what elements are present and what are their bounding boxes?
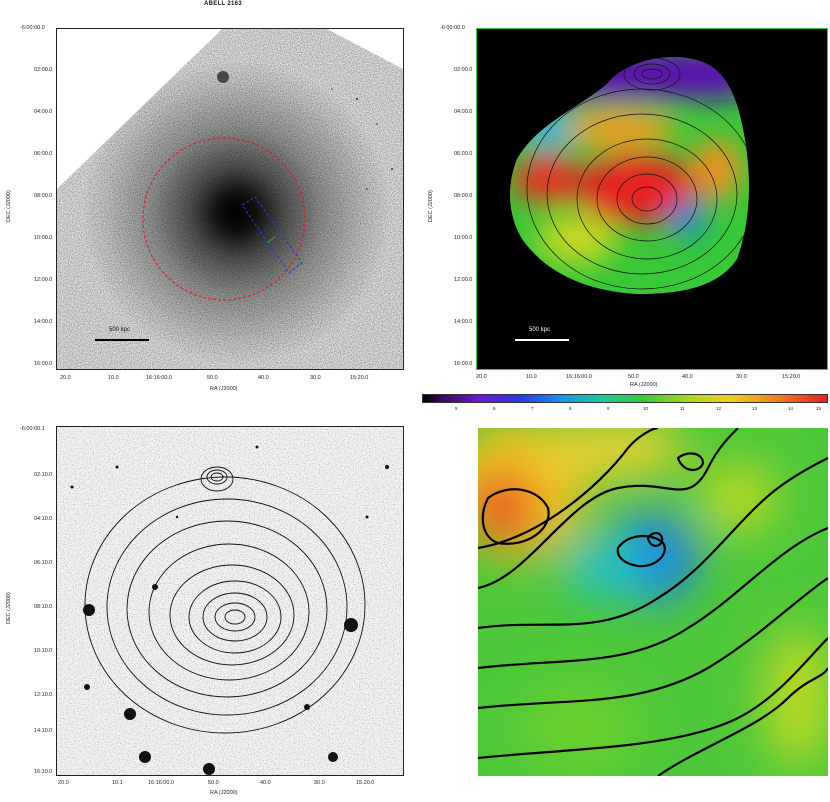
zoomed-temperature-panel [478,428,828,776]
y-tick: 04:00.0 [454,109,473,115]
y-tick: 14:00.0 [34,319,53,325]
y-tick: -6:00:00.0 [20,25,45,31]
x-tick: 10.0 [108,375,119,381]
colorbar-tick: 13 [752,406,758,411]
colorbar-tick: 12 [716,406,722,411]
colorbar-tick: 14 [788,406,794,411]
x-tick: 20.0 [476,374,487,380]
x-tick: 16:16:00.0 [566,374,592,380]
y-tick: 14:10.0 [34,728,53,734]
y-tick: 16:00.0 [454,361,473,367]
optical-contour-panel [56,426,404,776]
x-axis-label: RA (J2000) [210,790,238,796]
zoomed-temperature-map [478,428,828,776]
x-tick: 30.0 [314,780,325,786]
y-axis-label: DEC (J2000) [6,592,12,624]
x-tick: 15:20.0 [350,375,369,381]
x-tick: 50.0 [208,780,219,786]
colorbar-tick: 15 [816,406,822,411]
y-tick: 08:00.0 [34,193,53,199]
y-tick: 02:10.0 [34,472,53,478]
y-tick: 04:00.0 [34,109,53,115]
y-tick: 10:00.0 [34,235,53,241]
temperature-map [477,29,827,369]
y-tick: 14:00.0 [454,319,473,325]
y-tick: -6:00:00.0 [440,25,465,31]
y-tick: 12:00.0 [34,277,53,283]
colorbar-tick: 10 [643,406,649,411]
y-tick: 08:10.0 [34,604,53,610]
y-tick: 10:10.0 [34,648,53,654]
x-tick: 40.0 [260,780,271,786]
x-tick: 30.0 [310,375,321,381]
y-tick: 12:10.0 [34,692,53,698]
x-tick: 50.0 [628,374,639,380]
x-tick: 40.0 [682,374,693,380]
scale-bar-label: 500 kpc [529,327,551,333]
x-tick: 30.0 [736,374,747,380]
colorbar-tick: 6 [493,406,496,411]
x-tick: 16:16:00.0 [146,375,172,381]
y-tick: 12:00.0 [454,277,473,283]
x-tick: 15:20.0 [782,374,801,380]
y-tick: 02:00.0 [454,67,473,73]
x-tick: 15:20.0 [356,780,375,786]
colorbar-tick: 9 [607,406,610,411]
colorbar-tick: 7 [531,406,534,411]
colorbar [422,394,828,403]
x-tick: 20.0 [60,375,71,381]
x-axis-label: RA (J2000) [630,382,658,388]
x-tick: 16:16:00.0 [148,780,174,786]
y-axis-label: DEC (J2000) [6,190,12,222]
y-tick: 16:10.0 [34,769,53,775]
colorbar-tick: 5 [455,406,458,411]
x-tick: 50.0 [207,375,218,381]
y-tick: -6:00:00.1 [20,426,45,432]
y-tick: 06:00.0 [34,151,53,157]
xray-image [57,29,403,369]
x-tick: 40.0 [258,375,269,381]
y-tick: 10:00.0 [454,235,473,241]
temperature-map-panel: 500 kpc [476,28,828,370]
figure-title: ABELL 2163 [204,1,242,7]
x-axis-label: RA (J2000) [210,386,238,392]
optical-contour-image [57,427,403,775]
colorbar-tick: 11 [680,406,685,411]
scale-bar-label: 500 kpc [109,327,131,333]
y-tick: 04:10.0 [34,516,53,522]
y-tick: 16:00.0 [34,361,53,367]
y-tick: 06:00.0 [454,151,473,157]
y-tick: 02:00.0 [34,67,53,73]
x-tick: 20.0 [58,780,69,786]
region-circle [142,137,306,301]
x-tick: 10.1 [112,780,123,786]
x-tick: 10.0 [526,374,537,380]
region-box [241,196,303,274]
y-axis-label: DEC (J2000) [428,190,434,222]
y-tick: 06:10.0 [34,560,53,566]
colorbar-tick: 8 [569,406,572,411]
xray-image-panel: 500 kpc [56,28,404,370]
y-tick: 08:00.0 [454,193,473,199]
